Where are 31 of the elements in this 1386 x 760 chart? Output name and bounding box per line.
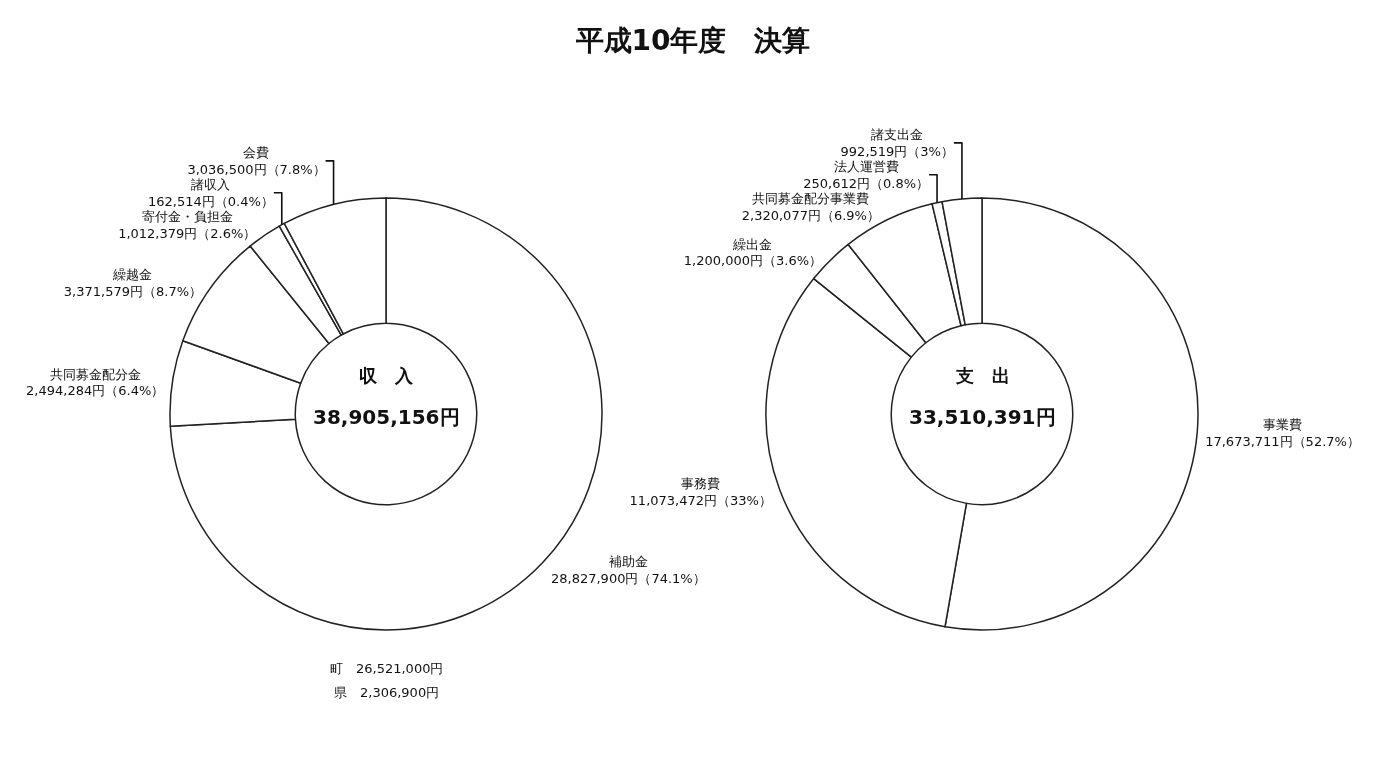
slice-label: 共同募金配分金: [49, 366, 141, 382]
slice-label: 寄付金・負担金: [141, 208, 233, 224]
data-label: 3,036,500円（7.8%）: [187, 161, 326, 177]
text: 33,510,391円: [909, 405, 1056, 429]
data-label: 250,612円（0.8%）: [803, 175, 930, 191]
slice-label: 会費: [243, 144, 270, 160]
slice-label: 繰越金: [112, 267, 153, 283]
text: 町 26,521,000円: [330, 661, 444, 676]
data-label: 2,494,284円（6.4%）: [26, 383, 165, 399]
text: 支 出: [955, 365, 1010, 386]
data-label: 1,200,000円（3.6%）: [683, 253, 823, 269]
slice-label: 共同募金配分事業費: [752, 190, 870, 206]
data-label: 3,371,579円（8.7%）: [63, 284, 203, 300]
slice-label: 法人運営費: [833, 158, 899, 174]
slice-label: 補助金: [608, 553, 648, 569]
slice-label: 諸支出金: [871, 126, 924, 142]
slice-label: 事務費: [681, 476, 721, 492]
slice-label: 繰出金: [732, 236, 773, 252]
slice-label: 事業費: [1263, 416, 1303, 432]
data-label: 11,073,472円（33%）: [629, 493, 772, 509]
data-label: 992,519円（3%）: [840, 143, 954, 159]
data-label: 28,827,900円（74.1%）: [550, 570, 706, 586]
data-label: 17,673,711円（52.7%）: [1205, 433, 1360, 449]
chart-title: 平成10年度 決算: [574, 24, 811, 57]
text: 収 入: [359, 365, 414, 386]
data-label: 162,514円（0.4%）: [148, 193, 274, 209]
text: 県 2,306,900円: [334, 685, 440, 700]
data-label: 2,320,077円（6.9%）: [741, 207, 880, 223]
slice-label: 諸収入: [191, 176, 231, 192]
data-label: 1,012,379円（2.6%）: [118, 225, 257, 241]
text: 38,905,156円: [313, 405, 460, 429]
